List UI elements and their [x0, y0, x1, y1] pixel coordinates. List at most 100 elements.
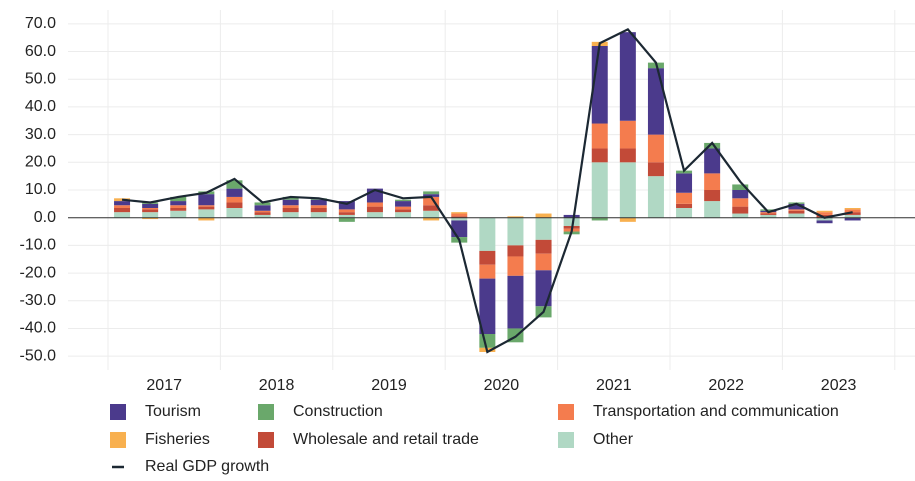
bar-segment: [676, 192, 693, 204]
bar-segment: [170, 210, 187, 218]
bar-segment: [254, 205, 271, 211]
bar-segment: [732, 198, 749, 207]
bar-segment: [198, 205, 215, 207]
bar-segment: [310, 199, 327, 206]
bar-segment: [310, 208, 327, 213]
y-tick-label: -20.0: [20, 264, 57, 281]
bar-segment: [676, 173, 693, 193]
bar-segment: [816, 217, 833, 221]
y-tick-label: 30.0: [25, 126, 56, 143]
legend-swatch: [558, 404, 574, 420]
bar-segment: [310, 205, 327, 208]
bar-segment: [535, 239, 552, 254]
bar-segment: [732, 184, 749, 190]
legend-label: Construction: [293, 403, 383, 420]
bar-segment: [423, 194, 440, 197]
bar-segment: [816, 210, 833, 213]
legend-swatch: [558, 432, 574, 448]
y-tick-label: 40.0: [25, 98, 56, 115]
bar-segment: [423, 210, 440, 218]
bar-segment: [760, 209, 777, 211]
bar-segment: [619, 32, 636, 121]
legend-swatch: [258, 404, 274, 420]
bar-segment: [395, 212, 412, 218]
legend-label: Other: [593, 431, 634, 448]
bar-segment: [142, 217, 159, 220]
bar-segment: [788, 203, 805, 210]
bar-segment: [535, 213, 552, 218]
bar-segment: [451, 220, 468, 238]
legend-label: Real GDP growth: [145, 458, 269, 475]
bar-segment: [170, 208, 187, 211]
bar-segment: [366, 202, 383, 207]
y-tick-label: -30.0: [20, 292, 57, 309]
bar-segment: [338, 201, 355, 210]
bar-segment: [451, 212, 468, 214]
bar-segment: [114, 208, 131, 213]
bar-segment: [423, 217, 440, 221]
x-year-label: 2022: [708, 377, 744, 394]
bar-segment: [198, 206, 215, 210]
legend-swatch: [110, 404, 126, 420]
bar-segment: [647, 134, 664, 163]
y-tick-label: 10.0: [25, 181, 56, 198]
bar-segment: [816, 214, 833, 218]
bar-segment: [170, 205, 187, 208]
bar-segment: [114, 212, 131, 218]
bar-segment: [142, 209, 159, 213]
bar-segment: [591, 123, 608, 149]
bar-segment: [226, 196, 243, 203]
bar-segment: [198, 209, 215, 218]
bar-segment: [704, 201, 721, 218]
x-year-label: 2017: [146, 377, 182, 394]
y-tick-label: 20.0: [25, 154, 56, 171]
bar-segment: [254, 214, 271, 218]
bar-segment: [619, 120, 636, 149]
bar-segment: [226, 188, 243, 197]
legend-swatch: [110, 432, 126, 448]
y-tick-label: 0.0: [34, 209, 56, 226]
gdp-line: [121, 28, 853, 354]
bar-segment: [563, 214, 580, 218]
bar-segment: [142, 208, 159, 210]
bar-segment: [451, 216, 468, 218]
bar-segment: [479, 334, 496, 348]
bar-segment: [395, 201, 412, 207]
bar-segment: [507, 256, 524, 276]
bar-segment: [704, 148, 721, 174]
bar-segment: [395, 209, 412, 213]
bar-segment: [788, 210, 805, 214]
x-year-label: 2023: [821, 377, 857, 394]
bar-segment: [226, 208, 243, 218]
bar-segment: [366, 206, 383, 213]
legend-label: Wholesale and retail trade: [293, 431, 479, 448]
y-tick-label: -40.0: [20, 320, 57, 337]
bar-segment: [338, 217, 355, 222]
bar-segment: [479, 264, 496, 279]
bar-segment: [366, 212, 383, 218]
legend-swatch: [258, 432, 274, 448]
bar-segment: [647, 162, 664, 177]
bar-segment: [507, 216, 524, 218]
legend-label: Fisheries: [145, 431, 210, 448]
bar-segment: [226, 180, 243, 189]
bar-segment: [282, 199, 299, 206]
y-tick-label: 70.0: [25, 15, 56, 32]
bar-segment: [254, 202, 271, 206]
bar-segment: [732, 190, 749, 199]
bar-segment: [788, 209, 805, 211]
bar-segment: [760, 214, 777, 218]
y-tick-label: -10.0: [20, 237, 57, 254]
x-year-label: 2018: [259, 377, 295, 394]
bar-segment: [282, 196, 299, 200]
bar-segment: [254, 210, 271, 213]
bar-segment: [507, 275, 524, 329]
bar-segment: [282, 212, 299, 218]
bar-segment: [226, 202, 243, 208]
bar-segment: [507, 245, 524, 257]
bar-segment: [788, 213, 805, 218]
legend-label: Transportation and communication: [593, 403, 839, 420]
y-tick-label: 60.0: [25, 43, 56, 60]
bar-segment: [507, 217, 524, 246]
